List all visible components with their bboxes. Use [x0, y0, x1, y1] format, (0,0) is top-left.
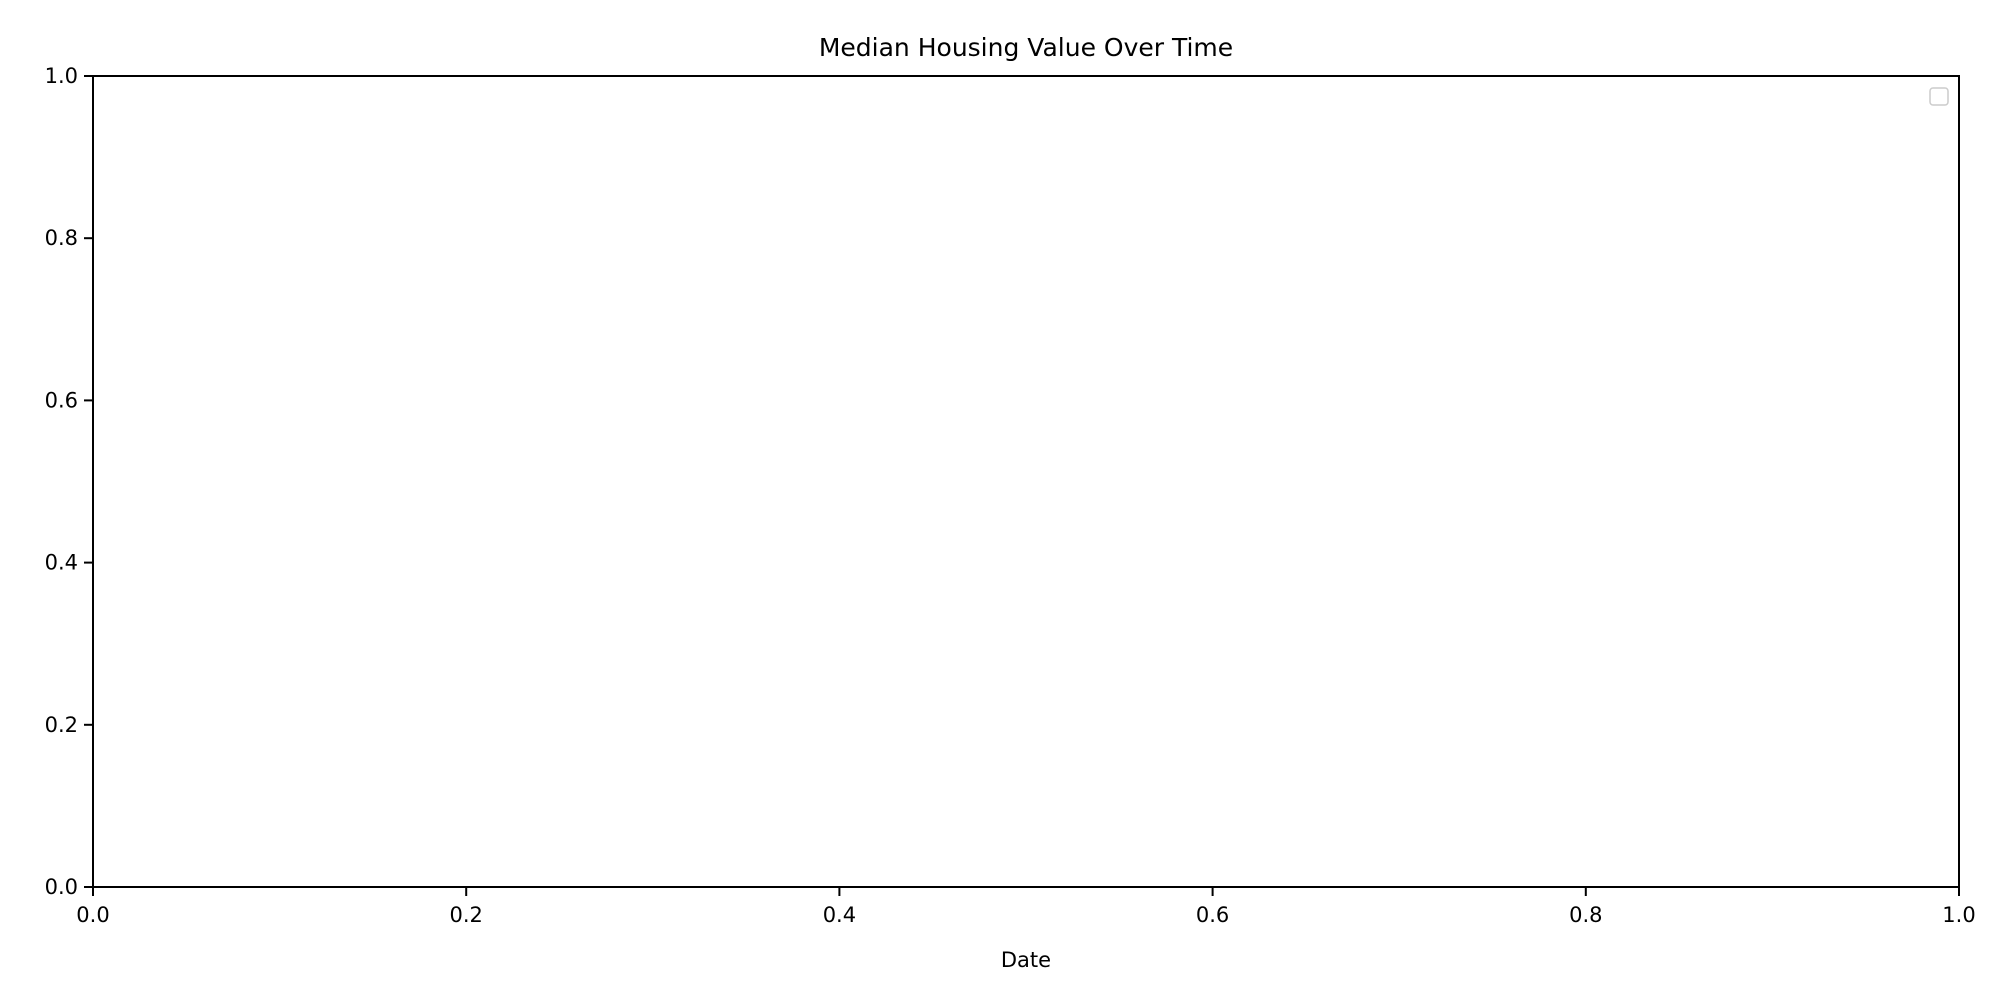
- y-tick-label: 0.2: [45, 713, 78, 737]
- x-tick-label: 0.6: [1196, 903, 1229, 927]
- x-tick-label: 0.0: [76, 903, 109, 927]
- x-tick-label: 0.4: [823, 903, 856, 927]
- x-tick-label: 1.0: [1942, 903, 1975, 927]
- legend-box: [1929, 87, 1949, 106]
- y-tick-label: 0.6: [45, 388, 78, 412]
- x-axis-label: Date: [1001, 948, 1051, 972]
- y-tick-label: 0.0: [45, 875, 78, 899]
- x-tick-label: 0.8: [1569, 903, 1602, 927]
- chart-title: Median Housing Value Over Time: [819, 33, 1233, 62]
- plot-area: [92, 75, 1960, 888]
- x-tick-label: 0.2: [449, 903, 482, 927]
- y-tick-label: 0.4: [45, 551, 78, 575]
- x-axis: 0.0 0.2 0.4 0.6 0.8 1.0: [76, 887, 1976, 927]
- y-tick-label: 1.0: [45, 64, 78, 88]
- y-tick-label: 0.8: [45, 226, 78, 250]
- y-axis: 0.0 0.2 0.4 0.6 0.8 1.0: [45, 64, 93, 899]
